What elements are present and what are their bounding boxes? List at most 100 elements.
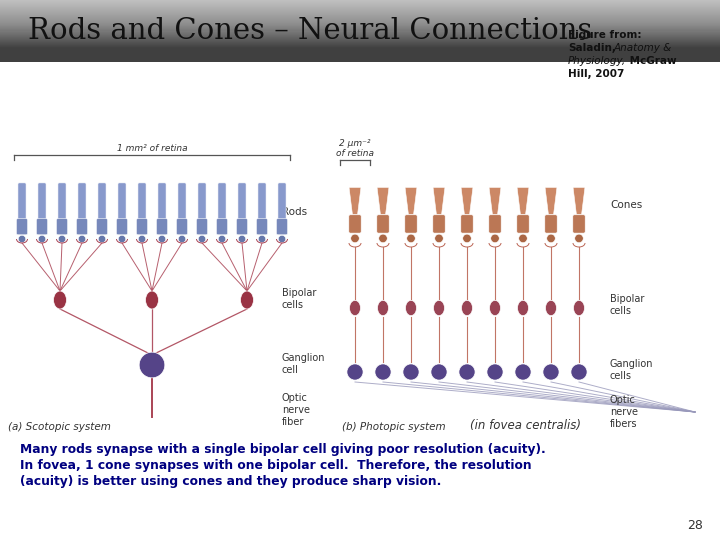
Ellipse shape: [78, 235, 86, 242]
Ellipse shape: [38, 235, 45, 242]
Bar: [0, 60, 720, 62]
Bar: [0, 10, 720, 11]
Bar: [0, 35, 720, 36]
Polygon shape: [461, 187, 473, 214]
Text: 2 μm⁻²
of retina: 2 μm⁻² of retina: [336, 139, 374, 158]
Text: Rods and Cones – Neural Connections: Rods and Cones – Neural Connections: [28, 17, 593, 45]
Ellipse shape: [18, 235, 26, 242]
FancyBboxPatch shape: [38, 183, 46, 225]
Bar: [0, 1, 720, 2]
Bar: [0, 59, 720, 61]
Ellipse shape: [351, 234, 359, 242]
Ellipse shape: [491, 234, 499, 242]
Text: 28: 28: [687, 519, 703, 532]
FancyBboxPatch shape: [178, 183, 186, 225]
Polygon shape: [573, 187, 585, 214]
FancyBboxPatch shape: [17, 219, 27, 235]
Polygon shape: [489, 187, 501, 214]
Bar: [0, 20, 720, 22]
Text: Optic
nerve
fiber: Optic nerve fiber: [282, 394, 310, 427]
Ellipse shape: [279, 235, 286, 242]
FancyBboxPatch shape: [76, 219, 88, 235]
FancyBboxPatch shape: [78, 183, 86, 225]
Bar: [0, 32, 720, 34]
Bar: [0, 25, 720, 27]
Text: Ganglion
cells: Ganglion cells: [610, 359, 654, 381]
FancyBboxPatch shape: [217, 219, 228, 235]
Bar: [0, 58, 720, 60]
Ellipse shape: [198, 235, 206, 242]
Ellipse shape: [490, 300, 500, 316]
Bar: [0, 5, 720, 6]
Ellipse shape: [139, 352, 165, 378]
Text: Cones: Cones: [610, 200, 642, 210]
Text: McGraw: McGraw: [626, 56, 677, 66]
Text: Saladin,: Saladin,: [568, 43, 616, 53]
FancyBboxPatch shape: [433, 215, 445, 233]
FancyBboxPatch shape: [118, 183, 126, 225]
FancyBboxPatch shape: [278, 183, 286, 225]
FancyBboxPatch shape: [58, 183, 66, 225]
Ellipse shape: [546, 300, 557, 316]
Ellipse shape: [575, 234, 583, 242]
Bar: [0, 12, 720, 14]
Ellipse shape: [515, 364, 531, 380]
Text: Rods: Rods: [282, 207, 307, 217]
Ellipse shape: [375, 364, 391, 380]
FancyBboxPatch shape: [18, 183, 26, 225]
Bar: [0, 0, 720, 1]
Polygon shape: [545, 187, 557, 214]
Ellipse shape: [218, 235, 225, 242]
Bar: [0, 46, 720, 48]
Polygon shape: [517, 187, 529, 214]
Bar: [0, 6, 720, 8]
FancyBboxPatch shape: [156, 219, 168, 235]
Bar: [0, 26, 720, 28]
Text: Bipolar
cells: Bipolar cells: [610, 294, 644, 316]
Ellipse shape: [377, 300, 389, 316]
Bar: [0, 50, 720, 52]
Bar: [0, 57, 720, 59]
Text: (in fovea centralis): (in fovea centralis): [470, 419, 581, 432]
Ellipse shape: [347, 364, 363, 380]
Ellipse shape: [145, 291, 158, 309]
Bar: [0, 18, 720, 19]
FancyBboxPatch shape: [37, 219, 48, 235]
Ellipse shape: [118, 235, 126, 242]
FancyBboxPatch shape: [461, 215, 473, 233]
Bar: [0, 37, 720, 38]
Ellipse shape: [179, 235, 186, 242]
Text: Many rods synapse with a single bipolar cell giving poor resolution (acuity).: Many rods synapse with a single bipolar …: [20, 443, 546, 456]
Bar: [0, 42, 720, 43]
Bar: [0, 36, 720, 37]
Bar: [0, 39, 720, 40]
FancyBboxPatch shape: [98, 183, 106, 225]
Bar: [0, 15, 720, 17]
Ellipse shape: [487, 364, 503, 380]
Bar: [0, 11, 720, 12]
Ellipse shape: [462, 300, 472, 316]
Ellipse shape: [546, 234, 555, 242]
Ellipse shape: [58, 235, 66, 242]
Bar: [0, 14, 720, 16]
Text: In fovea, 1 cone synapses with one bipolar cell.  Therefore, the resolution: In fovea, 1 cone synapses with one bipol…: [20, 459, 531, 472]
FancyBboxPatch shape: [136, 219, 148, 235]
Text: (b) Photopic system: (b) Photopic system: [342, 422, 446, 432]
Bar: [0, 21, 720, 23]
Ellipse shape: [518, 300, 528, 316]
Bar: [0, 4, 720, 5]
Text: Anatomy &: Anatomy &: [614, 43, 672, 53]
Bar: [0, 47, 720, 49]
FancyBboxPatch shape: [198, 183, 206, 225]
FancyBboxPatch shape: [276, 219, 287, 235]
Bar: [0, 28, 720, 29]
Bar: [0, 38, 720, 39]
Bar: [0, 54, 720, 56]
Bar: [0, 41, 720, 42]
Ellipse shape: [407, 234, 415, 242]
Bar: [0, 40, 720, 42]
FancyBboxPatch shape: [545, 215, 557, 233]
Ellipse shape: [99, 235, 106, 242]
Bar: [0, 6, 720, 7]
Ellipse shape: [573, 300, 585, 316]
